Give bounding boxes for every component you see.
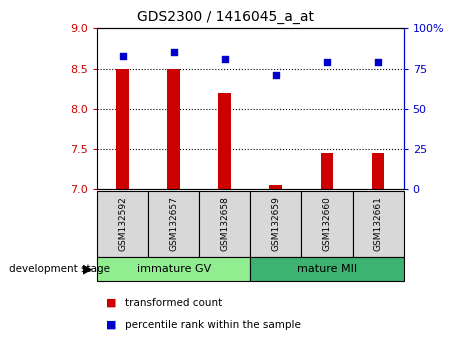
Bar: [167, 69, 180, 189]
Text: GSM132592: GSM132592: [118, 196, 127, 251]
Text: immature GV: immature GV: [137, 264, 211, 274]
Text: ■: ■: [106, 298, 116, 308]
Text: development stage: development stage: [9, 264, 110, 274]
Text: GSM132660: GSM132660: [322, 196, 331, 251]
Bar: [301, 191, 353, 257]
Text: transformed count: transformed count: [125, 298, 222, 308]
Bar: [199, 191, 250, 257]
Text: ■: ■: [106, 320, 116, 330]
Bar: [116, 69, 129, 189]
Point: [170, 50, 177, 55]
Text: GSM132657: GSM132657: [169, 196, 178, 251]
Point: [323, 59, 331, 65]
Bar: [250, 257, 404, 281]
Text: percentile rank within the sample: percentile rank within the sample: [125, 320, 301, 330]
Point: [119, 53, 126, 58]
Bar: [372, 153, 384, 189]
Text: mature MII: mature MII: [297, 264, 357, 274]
Text: GDS2300 / 1416045_a_at: GDS2300 / 1416045_a_at: [137, 10, 314, 24]
Point: [374, 59, 382, 65]
Bar: [321, 153, 333, 189]
Text: GSM132658: GSM132658: [220, 196, 229, 251]
Bar: [250, 191, 301, 257]
Text: GSM132659: GSM132659: [272, 196, 281, 251]
Bar: [353, 191, 404, 257]
Point: [221, 56, 228, 62]
Bar: [148, 191, 199, 257]
Bar: [97, 257, 250, 281]
Bar: [269, 185, 282, 189]
Point: [272, 72, 280, 78]
Text: GSM132661: GSM132661: [373, 196, 382, 251]
Text: ▶: ▶: [83, 263, 92, 276]
Bar: [97, 191, 148, 257]
Bar: [218, 93, 231, 189]
